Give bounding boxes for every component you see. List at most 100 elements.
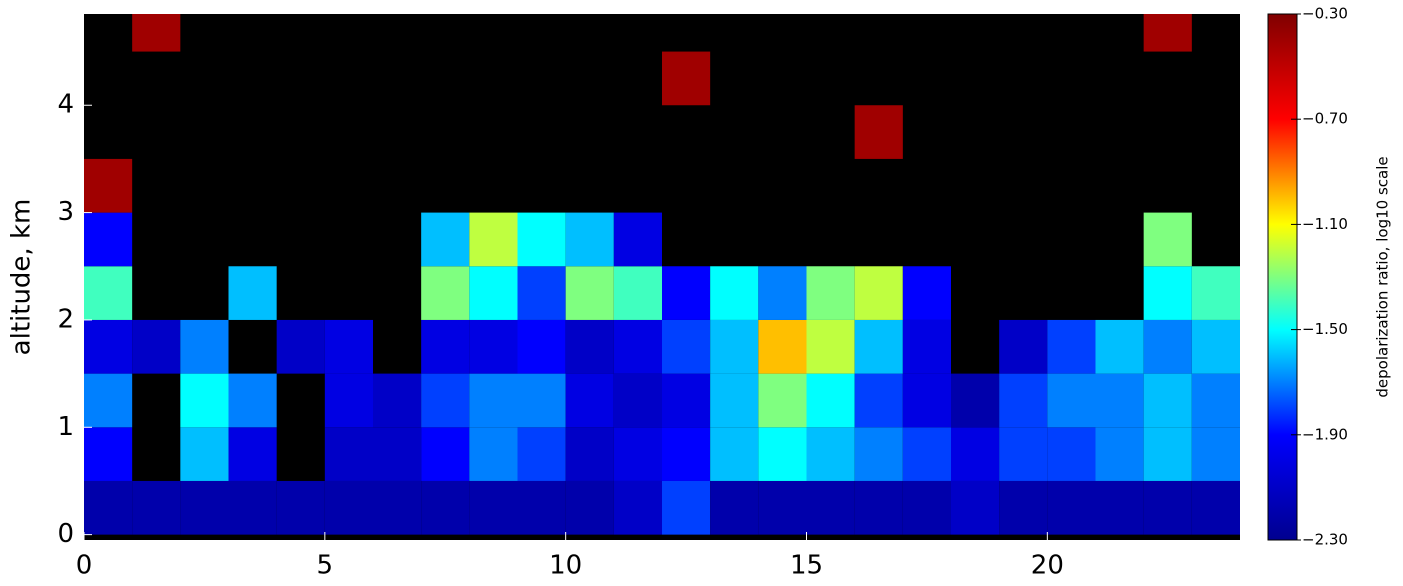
colorbar-tick-label: −0.70	[1302, 110, 1348, 128]
y-tick-label: 2	[57, 304, 74, 334]
heatmap-cell	[180, 319, 229, 374]
heatmap-cell	[758, 266, 807, 320]
heatmap-cell	[902, 266, 951, 320]
heatmap-cell	[1143, 373, 1192, 428]
heatmap-cell	[854, 266, 903, 320]
heatmap-cell	[806, 319, 855, 374]
heatmap-cell	[999, 373, 1048, 428]
heatmap-cell	[999, 427, 1048, 481]
x-tick-label: 5	[317, 551, 334, 581]
heatmap-cell	[180, 480, 229, 535]
heatmap-cell	[469, 480, 518, 535]
heatmap-cell	[421, 427, 470, 481]
heatmap-cell	[951, 480, 1000, 535]
heatmap-cell	[132, 319, 181, 374]
heatmap-cell	[324, 480, 373, 535]
heatmap-cell	[1191, 373, 1240, 428]
heatmap-cell	[565, 319, 614, 374]
heatmap-cell	[806, 373, 855, 428]
heatmap-cell	[84, 212, 133, 267]
heatmap-cell	[228, 373, 277, 428]
heatmap-cell	[806, 427, 855, 481]
colorbar-tick-label: −1.50	[1302, 320, 1348, 338]
heatmap-cell	[1047, 480, 1096, 535]
heatmap-cell	[662, 319, 711, 374]
heatmap-cell	[84, 373, 133, 428]
heatmap-cell	[324, 319, 373, 374]
heatmap-cell	[421, 212, 470, 267]
heatmap-cell	[1047, 427, 1096, 481]
heatmap-cell	[710, 266, 759, 320]
heatmap-cell	[662, 266, 711, 320]
heatmap-cell	[1143, 427, 1192, 481]
heatmap-cell	[324, 373, 373, 428]
heatmap-cell	[324, 427, 373, 481]
heatmap-cell	[180, 427, 229, 481]
heatmap-cell	[421, 319, 470, 374]
heatmap-cell	[373, 373, 422, 428]
heatmap-cell	[1191, 427, 1240, 481]
y-tick-label: 4	[57, 90, 74, 120]
heatmap-cell	[613, 427, 662, 481]
heatmap-cell	[806, 480, 855, 535]
heatmap-cell	[1047, 373, 1096, 428]
heatmap-cell	[902, 319, 951, 374]
heatmap-cell	[613, 319, 662, 374]
colorbar	[1267, 13, 1298, 541]
heatmap	[84, 14, 1240, 535]
heatmap-cell	[84, 158, 133, 213]
heatmap-cell	[613, 212, 662, 267]
heatmap-cell	[84, 427, 133, 481]
heatmap-cell	[710, 480, 759, 535]
x-tick-label: 20	[1031, 551, 1064, 581]
heatmap-cell	[421, 480, 470, 535]
heatmap-cell	[1095, 373, 1144, 428]
heatmap-cell	[854, 427, 903, 481]
heatmap-cell	[613, 373, 662, 428]
colorbar-tick-label: −1.10	[1302, 215, 1348, 233]
heatmap-cell	[758, 427, 807, 481]
heatmap-cell	[565, 266, 614, 320]
heatmap-cell	[228, 427, 277, 481]
heatmap-cell	[421, 373, 470, 428]
heatmap-cell	[1143, 319, 1192, 374]
colorbar-tick-label: −1.90	[1302, 425, 1348, 443]
y-axis-label: altitude, km	[7, 199, 37, 356]
heatmap-cell	[1191, 266, 1240, 320]
heatmap-cell	[228, 480, 277, 535]
heatmap-cell	[517, 373, 566, 428]
colorbar-tick-label: −0.30	[1302, 5, 1348, 23]
colorbar-tick-label: −2.30	[1302, 531, 1348, 549]
heatmap-cell	[1095, 427, 1144, 481]
heatmap-cell	[710, 427, 759, 481]
heatmap-cell	[84, 480, 133, 535]
heatmap-cell	[1191, 480, 1240, 535]
heatmap-cell	[565, 480, 614, 535]
heatmap-cell	[373, 427, 422, 481]
x-tick-label: 10	[549, 551, 582, 581]
heatmap-cell	[276, 480, 325, 535]
heatmap-cell	[1143, 14, 1192, 52]
heatmap-cell	[854, 105, 903, 159]
heatmap-cell	[565, 427, 614, 481]
heatmap-cell	[565, 373, 614, 428]
y-tick-label: 1	[57, 412, 74, 442]
heatmap-cell	[710, 319, 759, 374]
heatmap-cell	[421, 266, 470, 320]
heatmap-cell	[758, 373, 807, 428]
heatmap-cell	[373, 480, 422, 535]
heatmap-cell	[565, 212, 614, 267]
heatmap-cell	[517, 319, 566, 374]
heatmap-cell	[228, 266, 277, 320]
heatmap-cell	[758, 480, 807, 535]
heatmap-cell	[902, 373, 951, 428]
heatmap-cell	[1143, 266, 1192, 320]
heatmap-cell	[469, 212, 518, 267]
heatmap-cell	[902, 480, 951, 535]
heatmap-cell	[132, 480, 181, 535]
heatmap-cell	[1191, 319, 1240, 374]
heatmap-cell	[854, 373, 903, 428]
heatmap-cell	[806, 266, 855, 320]
heatmap-cell	[854, 480, 903, 535]
